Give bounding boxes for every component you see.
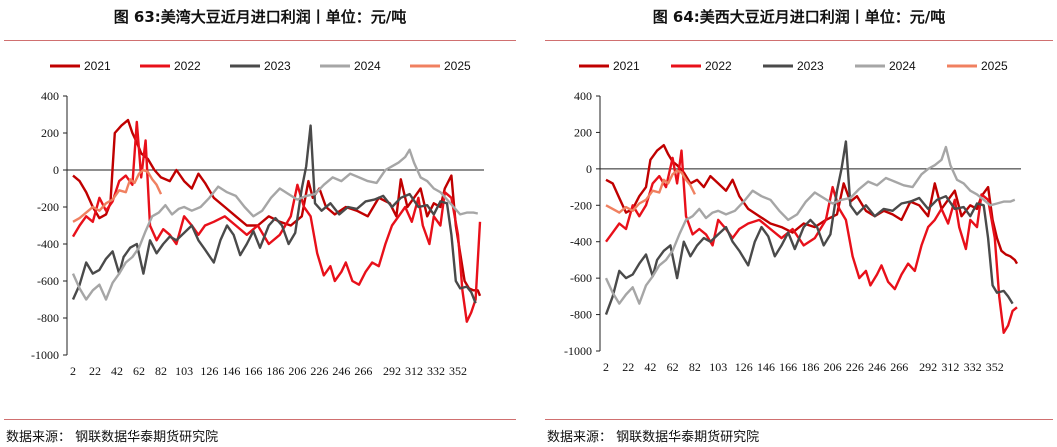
x-tick-label: 292 bbox=[383, 364, 401, 378]
legend-label-2025: 2025 bbox=[981, 59, 1008, 73]
legend-label-2021: 2021 bbox=[613, 59, 640, 73]
y-tick-label: -600 bbox=[37, 274, 59, 288]
x-tick-label: 332 bbox=[964, 360, 982, 374]
x-tick-label: 186 bbox=[266, 364, 284, 378]
y-tick-label: 400 bbox=[41, 89, 59, 103]
x-tick-label: 103 bbox=[709, 360, 727, 374]
legend-label-2022: 2022 bbox=[705, 59, 732, 73]
x-tick-label: 292 bbox=[919, 360, 937, 374]
x-tick-label: 206 bbox=[824, 360, 842, 374]
x-tick-label: 22 bbox=[89, 364, 101, 378]
y-tick-label: 0 bbox=[53, 163, 59, 177]
x-tick-label: 206 bbox=[288, 364, 306, 378]
x-tick-label: 312 bbox=[405, 364, 423, 378]
x-tick-label: 226 bbox=[310, 364, 328, 378]
series-line-2025 bbox=[72, 168, 163, 223]
x-tick-label: 42 bbox=[644, 360, 656, 374]
y-tick-label: 200 bbox=[41, 126, 59, 140]
y-tick-label: 200 bbox=[574, 125, 592, 139]
x-tick-label: 266 bbox=[354, 364, 372, 378]
chart-title: 图 64:美西大豆近月进口利润丨单位：元/吨 bbox=[652, 8, 946, 26]
y-tick-label: -1000 bbox=[564, 344, 592, 358]
footer-divider bbox=[545, 419, 1053, 420]
series-line-2024 bbox=[71, 148, 479, 301]
chart-title: 图 63:美湾大豆近月进口利润丨单位：元/吨 bbox=[113, 8, 407, 26]
series-line-2023 bbox=[71, 124, 477, 304]
x-tick-label: 186 bbox=[801, 360, 819, 374]
y-tick-label: -400 bbox=[37, 237, 59, 251]
chart-panel-right: 图 64:美西大豆近月进口利润丨单位：元/吨 2021 2022 2023 2024 2… bbox=[541, 0, 1057, 447]
series-line-2022 bbox=[71, 120, 482, 323]
chart-panel-left: 图 63:美湾大豆近月进口利润丨单位：元/吨 2021 2022 2023 2024 2… bbox=[0, 0, 520, 447]
x-tick-label: 146 bbox=[757, 360, 775, 374]
source-note: 数据来源： 钢联数据华泰期货研究院 bbox=[547, 430, 760, 445]
x-tick-label: 226 bbox=[846, 360, 864, 374]
x-tick-label: 42 bbox=[111, 364, 123, 378]
line-chart: 2021 2022 2023 2024 2025 400 200 0 -200 -400 -600 -… bbox=[564, 59, 1021, 374]
title-divider bbox=[545, 40, 1053, 41]
title-divider bbox=[4, 40, 516, 41]
legend-label-2022: 2022 bbox=[174, 59, 201, 73]
x-tick-label: 352 bbox=[986, 360, 1004, 374]
series-line-2024 bbox=[604, 145, 1016, 305]
legend-label-2024: 2024 bbox=[354, 59, 381, 73]
series-line-2021 bbox=[605, 144, 1019, 265]
y-tick-label: -1000 bbox=[31, 348, 59, 362]
y-tick-label: -800 bbox=[570, 308, 592, 322]
x-tick-label: 266 bbox=[890, 360, 908, 374]
x-tick-label: 166 bbox=[779, 360, 797, 374]
x-tick-label: 82 bbox=[689, 360, 701, 374]
x-tick-label: 146 bbox=[222, 364, 240, 378]
x-tick-label: 246 bbox=[332, 364, 350, 378]
x-tick-label: 126 bbox=[735, 360, 753, 374]
y-tick-label: -600 bbox=[570, 271, 592, 285]
x-tick-label: 2 bbox=[70, 364, 76, 378]
y-tick-label: -800 bbox=[37, 311, 59, 325]
series-line-2025 bbox=[605, 169, 696, 214]
x-tick-label: 246 bbox=[868, 360, 886, 374]
legend-label-2024: 2024 bbox=[889, 59, 916, 73]
x-tick-label: 62 bbox=[667, 360, 679, 374]
line-chart: 2021 2022 2023 2024 2025 400 200 0 -200 -400 -600 -… bbox=[31, 59, 484, 378]
x-tick-label: 352 bbox=[449, 364, 467, 378]
footer-divider bbox=[4, 419, 516, 420]
y-tick-label: -200 bbox=[37, 200, 59, 214]
y-tick-label: -200 bbox=[570, 198, 592, 212]
y-tick-label: -400 bbox=[570, 235, 592, 249]
series-line-2023 bbox=[604, 140, 1014, 316]
x-tick-label: 103 bbox=[175, 364, 193, 378]
legend-label-2023: 2023 bbox=[264, 59, 291, 73]
source-note: 数据来源： 钢联数据华泰期货研究院 bbox=[6, 430, 219, 445]
y-tick-label: 0 bbox=[586, 162, 592, 176]
y-tick-label: 400 bbox=[574, 89, 592, 103]
legend-label-2025: 2025 bbox=[444, 59, 471, 73]
x-tick-label: 312 bbox=[941, 360, 959, 374]
x-tick-label: 2 bbox=[603, 360, 609, 374]
x-tick-label: 62 bbox=[133, 364, 145, 378]
x-tick-label: 82 bbox=[155, 364, 167, 378]
x-tick-label: 22 bbox=[622, 360, 634, 374]
x-tick-label: 332 bbox=[427, 364, 445, 378]
x-tick-label: 166 bbox=[244, 364, 262, 378]
legend-label-2023: 2023 bbox=[797, 59, 824, 73]
x-tick-label: 126 bbox=[200, 364, 218, 378]
legend-label-2021: 2021 bbox=[84, 59, 111, 73]
